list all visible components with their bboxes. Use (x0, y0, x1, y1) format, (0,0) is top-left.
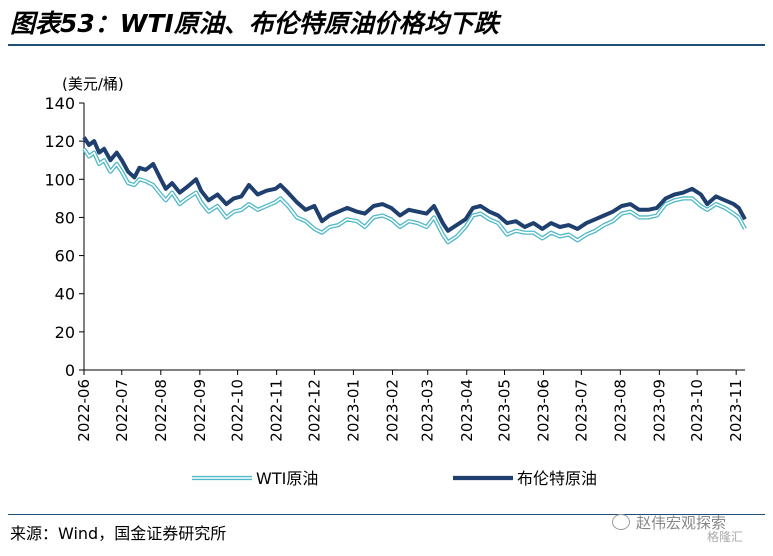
x-tick-label: 2023-02 (383, 379, 401, 442)
series-lines (82, 136, 747, 245)
x-tick-label: 2022-08 (152, 379, 170, 442)
x-tick-label: 2022-09 (191, 379, 209, 442)
legend-label-brent: 布伦特原油 (517, 469, 597, 488)
x-tick-label: 2023-01 (344, 379, 362, 442)
title-divider (8, 44, 765, 46)
wti-series-line-inner (83, 148, 746, 243)
y-tick-label: 120 (44, 132, 75, 151)
y-axis-unit-label: (美元/桶) (62, 75, 124, 93)
page-title: 图表53：WTI原油、布伦特原油价格均下跌 (10, 9, 499, 38)
y-tick-label: 140 (44, 94, 75, 113)
x-tick-label: 2023-09 (650, 379, 668, 442)
x-tick-label: 2022-07 (113, 379, 131, 442)
x-tick-label: 2023-05 (496, 379, 514, 442)
x-tick-label: 2023-08 (611, 379, 629, 442)
wti-series-line (82, 147, 747, 245)
source-note: 来源：Wind，国金证券研究所 (10, 524, 227, 543)
y-tick-label: 20 (55, 323, 75, 342)
watermark: 赵伟宏观探索 格隆汇 (612, 512, 743, 544)
watermark-sub-text: 格隆汇 (707, 530, 744, 544)
y-tick-label: 80 (55, 208, 75, 227)
oil-price-chart: (美元/桶) 0 20 40 60 80 100 120 140 2022-06 2022-07 2… (44, 75, 747, 488)
axes: 0 20 40 60 80 100 120 140 2022-06 2022-07 2022-08 2… (44, 94, 745, 442)
footer-divider (8, 514, 765, 515)
y-tick-label: 100 (44, 170, 75, 189)
x-tick-label: 2022-10 (229, 379, 247, 442)
y-tick-label: 0 (65, 361, 75, 380)
x-tick-label: 2023-10 (688, 379, 706, 442)
x-tick-label: 2023-11 (727, 379, 745, 442)
x-tick-label: 2023-06 (535, 379, 553, 442)
y-tick-label: 60 (55, 247, 75, 266)
x-tick-label: 2022-11 (268, 379, 286, 442)
brent-series-line (82, 136, 747, 233)
x-tick-label: 2022-12 (305, 379, 323, 442)
legend: WTI原油 布伦特原油 (192, 469, 597, 488)
x-tick-label: 2022-06 (75, 379, 93, 442)
wechat-icon (612, 514, 630, 530)
y-tick-label: 40 (55, 285, 75, 304)
x-tick-label: 2023-07 (572, 379, 590, 442)
x-tick-label: 2023-04 (458, 379, 476, 442)
x-tick-label: 2023-03 (419, 379, 437, 442)
watermark-text: 赵伟宏观探索 (636, 514, 727, 532)
legend-label-wti: WTI原油 (256, 469, 318, 488)
